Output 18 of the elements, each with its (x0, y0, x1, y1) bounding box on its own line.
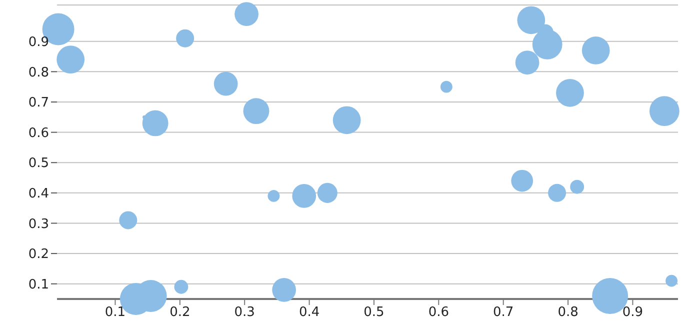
x-tick-label: 0.2 (170, 305, 190, 320)
x-tick-label: 0.7 (493, 305, 514, 320)
y-tick-label: 0.6 (28, 126, 49, 141)
y-tick-label: 0.3 (28, 216, 49, 232)
x-tick-label: 0.5 (364, 305, 384, 320)
y-tick-label: 0.5 (28, 156, 49, 172)
x-tick-label: 0.1 (104, 305, 126, 320)
x-tick-label: 0.6 (428, 305, 449, 320)
y-tick-label: 0.8 (28, 65, 49, 80)
x-tick-label: 0.9 (622, 305, 644, 320)
y-tick-label: 0.9 (28, 34, 49, 50)
y-tick-label: 0.7 (28, 96, 49, 111)
x-tick-label: 0.4 (298, 305, 320, 320)
x-tick-label: 0.3 (234, 305, 255, 320)
x-tick-label: 0.8 (558, 305, 578, 320)
y-tick-label: 0.2 (28, 247, 49, 262)
y-tick-label: 0.1 (28, 277, 49, 292)
y-tick-label: 0.4 (28, 186, 49, 202)
